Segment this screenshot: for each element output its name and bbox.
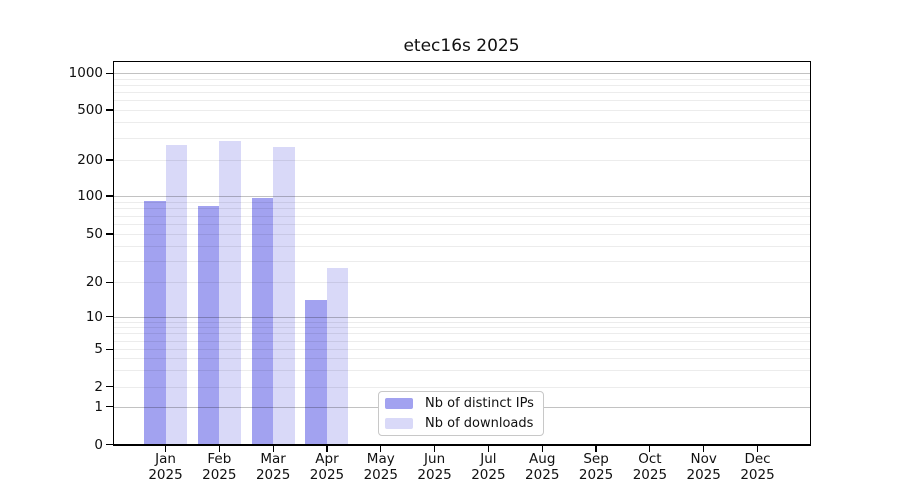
- x-tick-label: Aug 2025: [525, 451, 560, 483]
- x-tick-label: Apr 2025: [309, 451, 345, 483]
- y-tick: [106, 195, 113, 197]
- y-tick-label: 0: [94, 436, 103, 453]
- legend-label-downloads: Nb of downloads: [425, 416, 534, 431]
- bar-nb-of-downloads-mar: [273, 146, 295, 445]
- x-tick: [272, 445, 274, 452]
- x-tick: [380, 445, 382, 452]
- y-tick: [106, 316, 113, 318]
- y-tick: [106, 159, 113, 161]
- bar-nb-of-distinct-ips-jan: [144, 200, 166, 445]
- x-tick: [541, 445, 543, 452]
- gridline-minor: [113, 201, 810, 203]
- x-tick-label: Nov 2025: [686, 451, 721, 483]
- y-tick-label: 50: [85, 226, 103, 242]
- gridline-minor: [113, 78, 810, 80]
- x-tick-label: Jul 2025: [471, 451, 506, 483]
- gridline-minor: [113, 110, 810, 111]
- x-tick-label: Sep 2025: [578, 451, 614, 483]
- y-tick-label: 200: [77, 152, 103, 168]
- gridline-minor: [113, 260, 810, 262]
- axis-spine-top: [112, 60, 811, 62]
- y-tick-label: 1: [94, 398, 103, 415]
- gridline-minor: [113, 208, 810, 210]
- plot-area: [113, 61, 810, 445]
- bar-nb-of-distinct-ips-feb: [197, 205, 220, 445]
- bar-nb-of-downloads-jan: [165, 145, 187, 445]
- gridline-major: [113, 196, 810, 197]
- x-tick-label: Mar 2025: [255, 451, 291, 483]
- legend-item-downloads: Nb of downloads: [385, 416, 543, 431]
- gridline-minor: [113, 321, 810, 323]
- x-tick-label: May 2025: [363, 451, 398, 483]
- gridline-minor: [113, 245, 810, 247]
- x-tick-label: Feb 2025: [202, 451, 237, 483]
- x-tick-label: Oct 2025: [632, 451, 668, 483]
- y-tick-label: 5: [94, 341, 103, 358]
- gridline-major: [113, 316, 810, 318]
- gridline-major: [113, 73, 810, 75]
- gridline-minor: [113, 282, 810, 284]
- x-tick: [487, 445, 489, 452]
- x-tick-label: Dec 2025: [740, 451, 775, 483]
- chart-title: etec16s 2025: [403, 36, 520, 56]
- gridline-minor: [113, 370, 810, 372]
- x-tick: [326, 445, 328, 452]
- gridline-minor: [113, 122, 810, 124]
- legend-swatch-downloads-icon: [385, 418, 413, 429]
- gridline-minor: [113, 215, 810, 217]
- gridline-minor: [113, 100, 810, 102]
- y-tick-label: 100: [77, 188, 103, 204]
- legend-item-distinct-ips: Nb of distinct IPs: [385, 396, 543, 411]
- y-tick-label: 20: [85, 274, 103, 291]
- axis-spine-right: [809, 60, 811, 446]
- y-tick-label: 10: [85, 308, 103, 325]
- bar-nb-of-distinct-ips-apr: [305, 300, 327, 445]
- gridline-minor: [113, 358, 810, 360]
- x-tick: [649, 445, 651, 452]
- y-tick: [106, 443, 113, 446]
- gridline-minor: [113, 85, 810, 87]
- axis-spine-left: [112, 60, 114, 446]
- axis-spine-bottom: [112, 444, 811, 446]
- legend-label-distinct-ips: Nb of distinct IPs: [425, 396, 534, 411]
- x-tick-label: Jun 2025: [417, 451, 452, 483]
- gridline-minor: [113, 224, 810, 225]
- x-tick: [218, 445, 220, 452]
- x-tick: [703, 445, 705, 452]
- bar-nb-of-distinct-ips-mar: [251, 197, 274, 445]
- gridline-minor: [113, 386, 810, 388]
- x-tick: [434, 445, 436, 452]
- gridline-minor: [113, 137, 810, 139]
- legend: Nb of distinct IPs Nb of downloads: [378, 391, 544, 436]
- gridline-minor: [113, 340, 810, 342]
- y-tick-label: 2: [94, 378, 103, 395]
- gridline-minor: [113, 333, 810, 335]
- bar-nb-of-downloads-feb: [219, 141, 241, 445]
- y-tick: [106, 109, 113, 111]
- y-tick: [106, 72, 113, 74]
- y-tick: [106, 386, 113, 388]
- legend-swatch-distinct-ips-icon: [385, 398, 413, 409]
- gridline-minor: [113, 327, 810, 329]
- x-tick: [756, 445, 759, 452]
- y-tick-label: 500: [77, 102, 103, 118]
- gridline-minor: [113, 349, 810, 351]
- y-tick-label: 1000: [68, 65, 103, 82]
- y-tick: [106, 233, 113, 235]
- gridline-minor: [113, 234, 810, 235]
- gridline-minor: [113, 92, 810, 94]
- x-tick-label: Jan 2025: [148, 451, 183, 483]
- gridline-minor: [113, 160, 810, 161]
- y-tick: [106, 281, 113, 283]
- y-tick: [106, 406, 113, 408]
- x-tick: [164, 445, 167, 452]
- bar-nb-of-downloads-apr: [326, 268, 349, 445]
- x-tick: [595, 445, 597, 452]
- y-tick: [106, 348, 113, 350]
